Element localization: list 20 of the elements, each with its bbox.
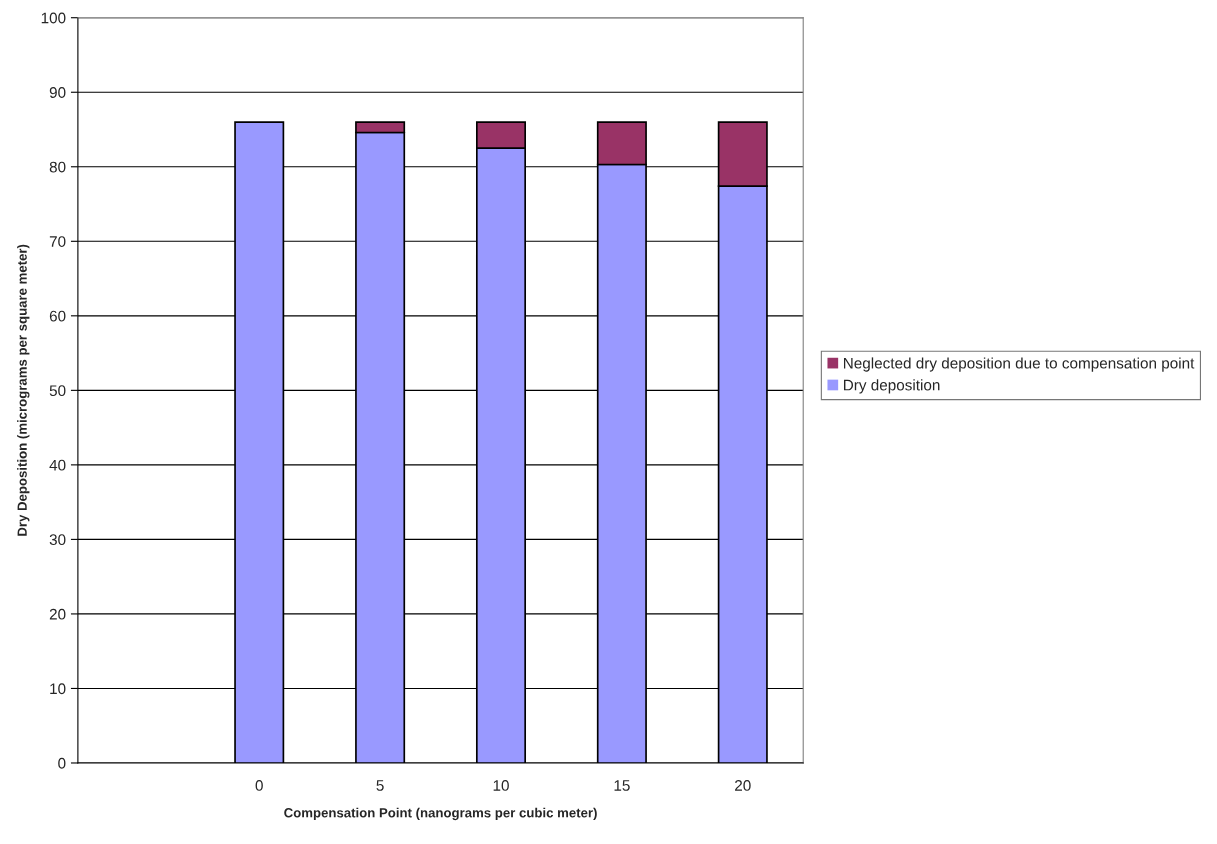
legend-label: Dry deposition	[844, 379, 940, 394]
y-axis-title: Dry Deposition (micrograms per square meter)	[17, 244, 30, 536]
y-tick-label: 100	[41, 12, 66, 24]
y-tick-label: 40	[49, 459, 66, 471]
y-tick-label: 70	[49, 236, 66, 247]
x-tick-label: 20	[735, 780, 751, 791]
y-tick-label: 20	[49, 608, 66, 620]
y-tick-label: 80	[49, 161, 66, 173]
x-axis-title: Compensation Point (nanograms per cubic meter)	[284, 807, 597, 821]
y-tick-label: 10	[50, 683, 66, 695]
x-tick-label: 15	[614, 780, 630, 791]
legend-label: Neglected dry deposition due to compensation point	[844, 357, 1195, 372]
x-tick-label: 5	[376, 780, 384, 791]
y-tick-label: 60	[49, 310, 66, 322]
y-tick-label: 50	[49, 385, 66, 397]
y-tick-label: 0	[58, 757, 66, 769]
x-tick-label: 10	[493, 780, 509, 791]
y-tick-label: 30	[49, 534, 66, 546]
y-tick-label: 90	[49, 87, 66, 98]
x-tick-label: 0	[255, 780, 263, 791]
